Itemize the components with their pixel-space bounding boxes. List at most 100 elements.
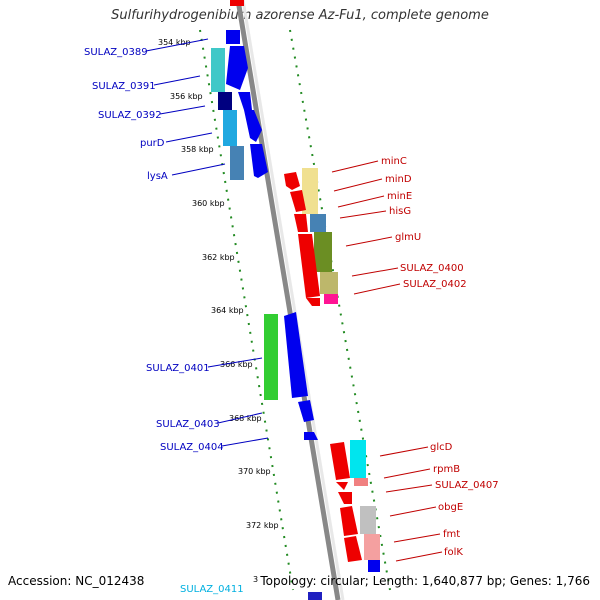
gene-sulaz-0401-fill	[264, 314, 278, 400]
leader-sulaz-0392	[159, 105, 206, 115]
gene-lysA-fill	[230, 146, 244, 180]
gene-label-lysA: lysA	[147, 171, 168, 182]
ruler-label-356: 356 kbp	[170, 92, 203, 101]
leader-sulaz-0401	[207, 357, 263, 368]
reverse-genes	[230, 0, 380, 572]
leader-sulaz-0402	[353, 283, 401, 295]
ruler-label-354: 354 kbp	[158, 38, 191, 47]
leader-glmU	[345, 236, 393, 247]
gene-arrow-minD	[290, 190, 306, 212]
left-gene-labels: SULAZ_0389 SULAZ_0391 SULAZ_0392 purD ly…	[84, 38, 269, 595]
leader-hisG	[339, 210, 387, 219]
gene-label-sulaz-0391: SULAZ_0391	[92, 81, 156, 92]
gene-arrow-3	[244, 110, 262, 142]
ruler-label-374: 3	[253, 575, 258, 584]
topology-text: Topology: circular; Length: 1,640,877 bp…	[260, 574, 590, 588]
ruler-label-370: 370 kbp	[238, 467, 271, 476]
gene-fmt-fill	[364, 534, 380, 560]
gene-sulaz-0391-fill	[218, 92, 232, 110]
leader-glcD	[379, 446, 429, 457]
ruler-label-366: 366 kbp	[220, 360, 253, 369]
gene-label-sulaz-0400: SULAZ_0400	[400, 263, 464, 274]
leader-sulaz-0403	[217, 412, 263, 424]
leader-minE	[337, 195, 385, 208]
gene-label-fmt: fmt	[443, 529, 460, 540]
gene-sulaz-0389-fill	[211, 48, 225, 92]
ruler-label-368: 368 kbp	[229, 414, 262, 423]
leader-rpmB	[383, 468, 431, 479]
gene-label-minC: minC	[381, 156, 407, 167]
gene-label-glcD: glcD	[430, 442, 453, 453]
gene-arrow-obgE	[340, 506, 358, 536]
leader-minD	[333, 178, 383, 192]
gene-label-sulaz-0404: SULAZ_0404	[160, 442, 224, 453]
leader-folK	[395, 551, 443, 562]
gene-label-hisG: hisG	[389, 206, 411, 217]
gene-folK-fill	[368, 560, 380, 572]
ruler-label-360: 360 kbp	[192, 199, 225, 208]
gene-arrow-0404	[304, 432, 318, 440]
gene-arrow-0401	[284, 312, 308, 398]
genome-backbone-highlight	[241, 0, 345, 600]
gene-label-sulaz-0402: SULAZ_0402	[403, 279, 467, 290]
gene-label-sulaz-0407: SULAZ_0407	[435, 480, 499, 491]
gene-arrow-2	[238, 92, 252, 110]
gene-arrow-rpmB	[336, 482, 348, 490]
gene-arrow-fmt	[344, 536, 362, 562]
gene-label-sulaz-0389: SULAZ_0389	[84, 47, 148, 58]
forward-genes	[211, 30, 322, 600]
gene-label-purD: purD	[140, 138, 165, 149]
gene-sulaz-0400-fill	[320, 272, 338, 294]
gene-label-minE: minE	[387, 191, 412, 202]
gene-a	[226, 30, 240, 44]
gene-purD-fill	[223, 110, 237, 146]
gene-hisG-fill	[310, 214, 326, 232]
gene-rpmB-fill	[354, 478, 368, 486]
gene-arrow-minC	[284, 172, 300, 190]
leader-lysA	[171, 163, 226, 176]
gene-label-sulaz-0411: SULAZ_0411	[180, 584, 244, 595]
gene-arrow-0407	[338, 492, 352, 504]
leader-fmt	[393, 533, 441, 543]
gene-glcD-fill	[350, 440, 366, 478]
gene-arrow-4	[250, 144, 268, 178]
gene-arrow-minE	[294, 214, 308, 232]
leader-minC	[331, 160, 379, 173]
leader-sulaz-0404	[221, 437, 269, 447]
gene-label-sulaz-0403: SULAZ_0403	[156, 419, 220, 430]
genome-backbone	[235, 0, 341, 600]
gene-label-folK: folK	[444, 547, 463, 558]
leader-obgE	[389, 506, 437, 517]
gene-arrow-0402	[306, 298, 320, 306]
ruler-labels: 354 kbp 356 kbp 358 kbp 360 kbp 362 kbp …	[158, 38, 279, 584]
leader-sulaz-0407	[385, 484, 433, 493]
gene-label-sulaz-0392: SULAZ_0392	[98, 110, 162, 121]
gene-label-obgE: obgE	[438, 502, 463, 513]
gene-sulaz-0411-fill	[308, 592, 322, 600]
gene-label-sulaz-0401: SULAZ_0401	[146, 363, 210, 374]
leader-sulaz-0389	[145, 38, 209, 52]
ruler-label-358: 358 kbp	[181, 145, 214, 154]
map-title: Sulfurihydrogenibium azorense Az-Fu1, co…	[111, 8, 489, 23]
gene-arrow-0403	[298, 400, 314, 422]
gene-minC-fill	[302, 168, 318, 214]
right-gene-labels: minC minD minE hisG glmU SULAZ_0400 SULA…	[331, 156, 499, 562]
gene-arrow-1	[226, 46, 248, 90]
gene-glmU-fill	[314, 232, 332, 272]
ruler-label-364: 364 kbp	[211, 306, 244, 315]
gene-sulaz-0402-fill	[324, 294, 338, 304]
gene-obgE-fill	[360, 506, 376, 534]
gene-label-rpmB: rpmB	[433, 464, 460, 475]
leader-purD	[165, 132, 213, 143]
leader-sulaz-0391	[153, 75, 201, 86]
gene-top-red	[230, 0, 244, 6]
leader-sulaz-0400	[351, 267, 399, 277]
accession-text: Accession: NC_012438	[8, 574, 145, 588]
ruler-label-362: 362 kbp	[202, 253, 235, 262]
gene-label-minD: minD	[385, 174, 412, 185]
ruler-label-372: 372 kbp	[246, 521, 279, 530]
gene-arrow-glmU	[298, 234, 320, 298]
gene-arrow-glcD	[330, 442, 350, 480]
gene-label-glmU: glmU	[395, 232, 421, 243]
